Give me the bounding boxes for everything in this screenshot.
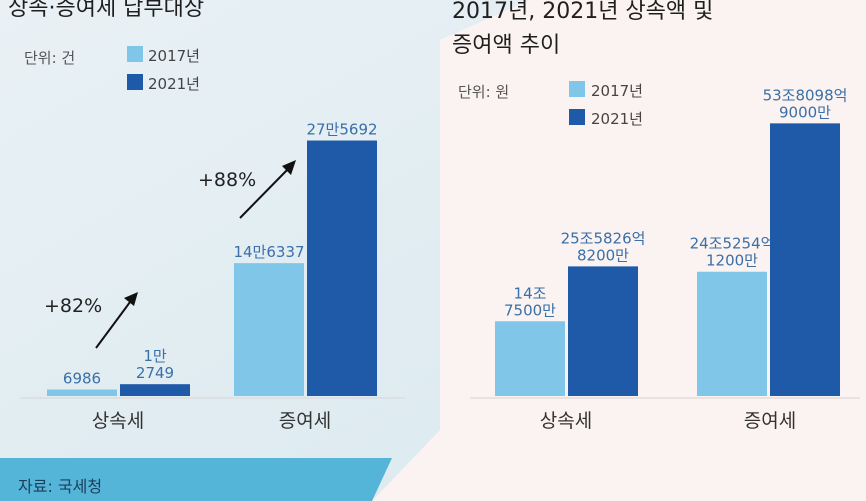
right-legend-swatch-2021	[569, 109, 585, 125]
arrow-inheritance-growth	[95, 297, 134, 349]
right-value-label-2021-1: 53조8098억 9000만	[763, 86, 848, 121]
left-chart-title: 상속·증여세 납부대상	[8, 0, 204, 21]
right-legend-label-2021: 2021년	[591, 110, 643, 128]
left-category-label-inheritance: 상속세	[92, 410, 144, 432]
left-legend-label-2017: 2017년	[148, 47, 200, 65]
right-unit-label: 단위: 원	[458, 83, 509, 101]
source-bar	[0, 458, 392, 501]
left-bar-2021-1	[307, 140, 377, 396]
annotation-inheritance-growth: +82%	[44, 295, 102, 317]
right-legend-label-2017: 2017년	[591, 82, 643, 100]
right-category-label-gift: 증여세	[744, 410, 796, 432]
left-bar-2021-0	[120, 384, 190, 396]
right-chart-title-line2: 증여액 추이	[452, 33, 560, 58]
arrowhead-gift-growth	[282, 160, 296, 175]
arrowhead-inheritance-growth	[124, 292, 138, 306]
right-chart-title-line1: 2017년, 2021년 상속액 및	[452, 0, 713, 24]
left-bar-2017-0	[47, 389, 117, 396]
right-value-label-2017-1: 24조5254억 1200만	[690, 235, 775, 270]
right-value-label-2017-0: 14조 7500만	[504, 284, 556, 319]
right-bar-2017-0	[495, 321, 565, 396]
right-bar-2017-1	[697, 271, 767, 396]
left-bar-2017-1	[234, 263, 304, 396]
right-bar-2021-0	[568, 266, 638, 396]
source-label: 자료: 국세청	[18, 477, 102, 496]
arrow-gift-growth	[239, 165, 292, 219]
right-bar-2021-1	[770, 123, 840, 396]
left-unit-label: 단위: 건	[24, 49, 75, 67]
left-value-label-2017-0: 6986	[63, 370, 101, 388]
annotation-gift-growth: +88%	[198, 169, 256, 191]
left-value-label-2021-0: 1만 2749	[136, 347, 174, 382]
right-legend-swatch-2017	[569, 81, 585, 97]
left-value-label-2017-1: 14만6337	[233, 243, 304, 261]
left-value-label-2021-1: 27만5692	[306, 121, 377, 139]
left-legend-swatch-2021	[127, 74, 143, 90]
left-legend-label-2021: 2021년	[148, 75, 200, 93]
left-bars: 6986 1만 2749 14만6337 27만5692	[47, 121, 378, 396]
left-category-label-gift: 증여세	[279, 410, 331, 432]
right-category-label-inheritance: 상속세	[540, 410, 592, 432]
right-value-label-2021-0: 25조5826억 8200만	[561, 229, 646, 264]
left-legend-swatch-2017	[127, 46, 143, 62]
